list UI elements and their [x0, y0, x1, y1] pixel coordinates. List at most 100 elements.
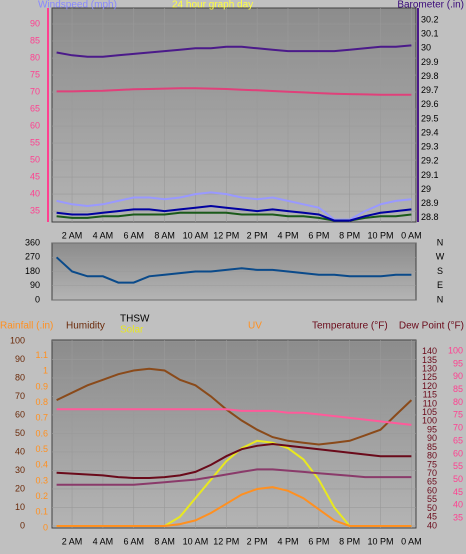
label: Rainfall (.in): [0, 321, 53, 332]
y-tick-label: 29.1: [421, 170, 439, 180]
y-tick-label: 30.1: [421, 29, 439, 39]
y-tick-label: 0.4: [35, 460, 48, 470]
x-tick-label: 4 PM: [277, 230, 298, 240]
y-tick-label: 90: [30, 280, 40, 290]
y-tick-label: 30.2: [421, 14, 439, 24]
x-tick-label: 10 AM: [183, 230, 209, 240]
y-tick-label: 0: [35, 294, 40, 304]
y-tick-label: 0.2: [35, 491, 48, 501]
direction-label: W: [436, 252, 445, 262]
y-tick-label: 0.8: [35, 397, 48, 407]
y-tick-label: 90: [30, 18, 40, 28]
plot-area: [51, 339, 417, 529]
y-tick-label: 80: [30, 52, 40, 62]
y-tick-label: 55: [427, 494, 437, 504]
y-tick-label: 125: [422, 372, 437, 382]
y-tick-label: 35: [453, 513, 463, 523]
y-tick-label: 180: [25, 266, 40, 276]
y-tick-label: 105: [422, 407, 437, 417]
y-tick-label: 29.8: [421, 71, 439, 81]
y-tick-label: 1.1: [35, 350, 48, 360]
y-tick-label: 70: [30, 86, 40, 96]
label: Solar: [120, 325, 144, 336]
y-tick-label: 0.5: [35, 444, 48, 454]
y-tick-label: 40: [427, 520, 437, 530]
y-tick-label: 70: [453, 423, 463, 433]
plot-area: [51, 7, 417, 223]
y-tick-label: 29.3: [421, 142, 439, 152]
y-tick-label: 85: [30, 35, 40, 45]
series-line: [55, 256, 412, 284]
label: THSW: [120, 314, 150, 325]
y-tick-label: 45: [427, 512, 437, 522]
x-tick-label: 8 PM: [339, 536, 360, 546]
x-tick-label: 6 PM: [308, 536, 329, 546]
y-tick-label: 100: [448, 345, 463, 355]
y2-label: Barometer (.in): [397, 0, 464, 11]
label: Temperature (°F): [312, 321, 388, 332]
y-tick-label: 20: [15, 483, 25, 493]
y-tick-label: 80: [453, 397, 463, 407]
y-tick-label: 40: [453, 500, 463, 510]
y-tick-label: 0: [20, 520, 25, 530]
x-tick-label: 2 PM: [247, 536, 268, 546]
y-tick-label: 100: [10, 335, 25, 345]
title: 24 hour graph day: [172, 0, 253, 11]
y-tick-label: 1: [43, 366, 48, 376]
y-tick-label: 0.7: [35, 413, 48, 423]
y-tick-label: 50: [30, 154, 40, 164]
y-tick-label: 90: [427, 433, 437, 443]
x-tick-label: 10 AM: [183, 536, 209, 546]
y-tick-label: 60: [30, 120, 40, 130]
y-tick-label: 29.7: [421, 85, 439, 95]
direction-label: E: [437, 280, 443, 290]
y-tick-label: 70: [427, 468, 437, 478]
y-tick-label: 110: [423, 398, 437, 408]
y-tick-label: 50: [15, 428, 25, 438]
y-tick-label: 130: [422, 363, 437, 373]
y-tick-label: 55: [30, 137, 40, 147]
y-tick-label: 360: [25, 237, 40, 247]
y-tick-label: 50: [453, 474, 463, 484]
y-tick-label: 90: [15, 354, 25, 364]
y-tick-label: 28.8: [421, 212, 439, 222]
y-tick-label: 85: [427, 442, 437, 452]
direction-label: N: [437, 237, 444, 247]
x-tick-label: 12 PM: [213, 230, 239, 240]
x-tick-label: 6 AM: [123, 536, 144, 546]
y-label: Windspeed (mph): [38, 0, 117, 11]
y-tick-label: 29.9: [421, 57, 439, 67]
x-tick-label: 8 AM: [154, 230, 175, 240]
y-tick-label: 60: [427, 485, 437, 495]
series-line: [56, 87, 412, 96]
y-tick-label: 135: [422, 355, 437, 365]
series-line: [56, 191, 412, 221]
series-line: [56, 367, 413, 446]
y-tick-label: 70: [15, 391, 25, 401]
y-tick-label: 40: [30, 188, 40, 198]
direction-label: N: [437, 294, 444, 304]
series-line: [56, 44, 412, 58]
y-tick-label: 100: [422, 416, 437, 426]
x-tick-label: 6 AM: [123, 230, 144, 240]
y-tick-label: 29.2: [421, 156, 439, 166]
x-tick-label: 8 AM: [154, 536, 175, 546]
label: Dew Point (°F): [399, 321, 464, 332]
y-tick-label: 0.1: [35, 507, 48, 517]
y-tick-label: 0.9: [35, 381, 48, 391]
y-tick-label: 55: [453, 461, 463, 471]
series-line: [56, 486, 412, 527]
y-tick-label: 29: [421, 184, 431, 194]
x-tick-label: 10 PM: [368, 230, 394, 240]
y-tick-label: 0.3: [35, 475, 48, 485]
series-line: [56, 204, 412, 222]
y-tick-label: 40: [15, 446, 25, 456]
y-tick-label: 29.6: [421, 99, 439, 109]
series-line: [56, 442, 412, 479]
x-tick-label: 2 PM: [247, 230, 268, 240]
direction-label: S: [437, 266, 443, 276]
x-tick-label: 12 PM: [213, 536, 239, 546]
y-tick-label: 45: [30, 171, 40, 181]
y-tick-label: 30: [421, 43, 431, 53]
series-line: [56, 468, 412, 486]
